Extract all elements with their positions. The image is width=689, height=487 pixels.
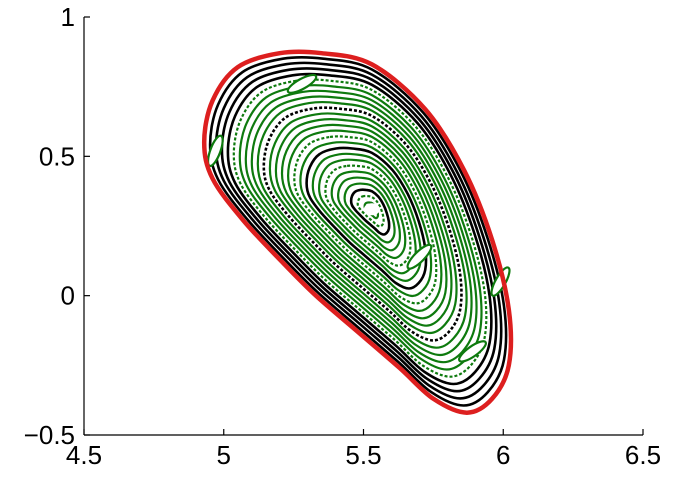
flux-surface <box>286 129 443 313</box>
x-tick-label: 6 <box>496 440 510 470</box>
flux-surface <box>220 67 498 393</box>
y-tick-label: 0 <box>61 281 75 311</box>
flux-surface <box>330 170 407 260</box>
magnetic-axis <box>363 203 380 216</box>
flux-surface <box>274 118 453 327</box>
flux-surface <box>336 176 401 252</box>
boundary-curve <box>201 49 514 415</box>
flux-surface <box>280 123 448 320</box>
y-tick-label: 1 <box>61 2 75 32</box>
x-tick-label: 4.5 <box>66 440 102 470</box>
island <box>286 73 318 94</box>
island <box>458 340 487 363</box>
x-tick-label: 5.5 <box>345 440 381 470</box>
flux-surface <box>262 106 463 342</box>
axes: 4.5 5 5.5 6 6.5 −0.5 0 0.5 1 <box>24 2 661 470</box>
y-tick-label: −0.5 <box>24 420 75 450</box>
flux-surface <box>238 84 483 371</box>
flux-surfaces <box>208 55 508 407</box>
flux-surface <box>250 95 473 357</box>
flux-surface <box>317 158 417 275</box>
flux-surface <box>356 194 385 228</box>
flux-surface <box>311 152 422 283</box>
flux-surface <box>299 141 433 298</box>
island <box>406 243 433 270</box>
flux-surface <box>232 78 488 378</box>
x-tick-label: 6.5 <box>625 440 661 470</box>
flux-surface <box>349 188 391 236</box>
flux-surface <box>244 89 478 364</box>
flux-surface <box>226 72 493 386</box>
flux-surface <box>256 100 468 349</box>
y-tick-label: 0.5 <box>39 141 75 171</box>
flux-surface <box>268 112 458 335</box>
flux-surface <box>324 164 412 267</box>
x-tick-label: 5 <box>217 440 231 470</box>
island-chains <box>206 73 511 363</box>
flux-surface <box>343 182 396 244</box>
flux-surface <box>293 135 438 305</box>
flux-surface <box>305 146 428 290</box>
